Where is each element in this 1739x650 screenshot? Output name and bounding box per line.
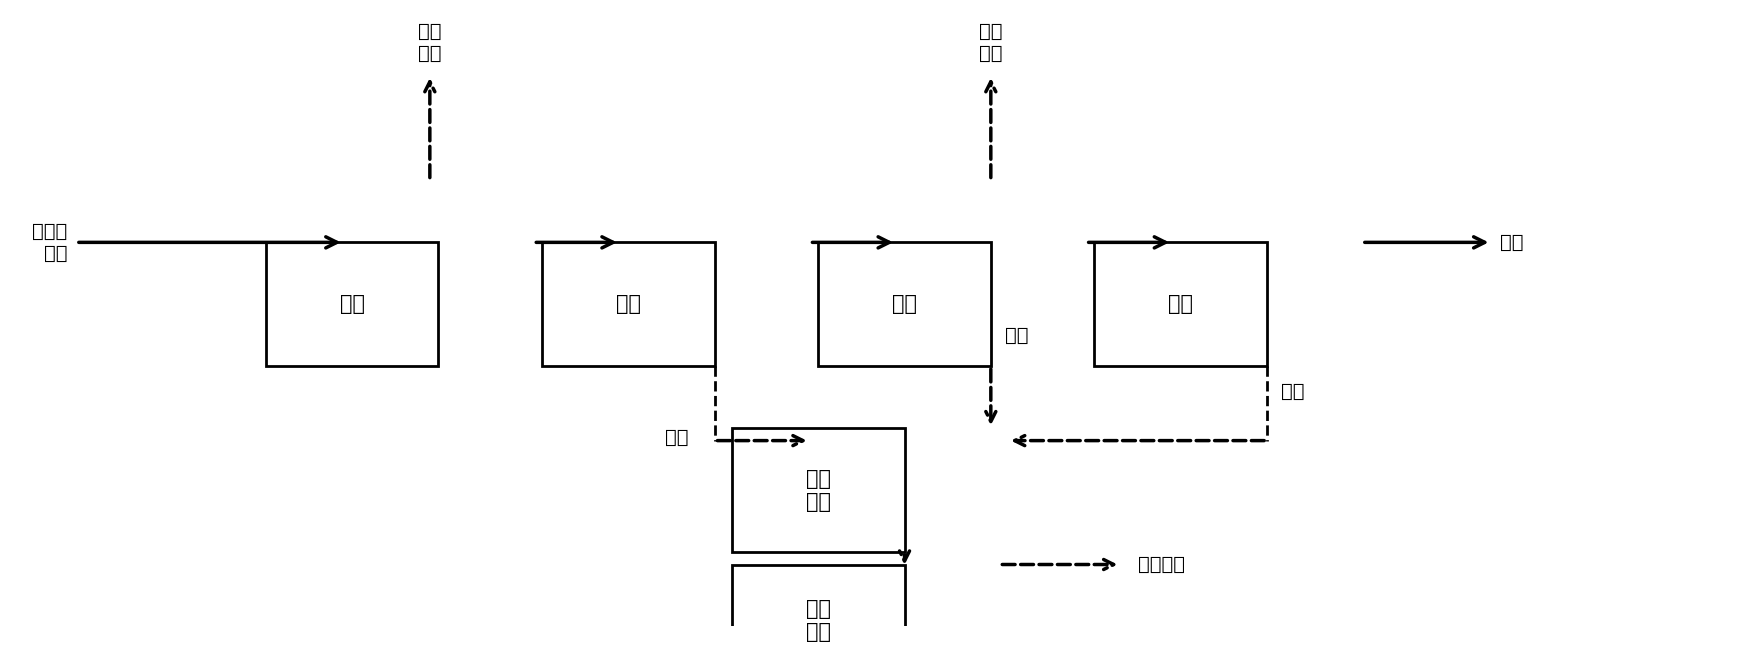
Text: 沉淀: 沉淀	[616, 294, 640, 315]
FancyBboxPatch shape	[266, 242, 438, 366]
Text: 排放: 排放	[1499, 233, 1523, 252]
Text: 污泥
储槽: 污泥 储槽	[805, 469, 830, 512]
Text: 污泥: 污泥	[1003, 326, 1028, 344]
Text: 干泥外运: 干泥外运	[1137, 555, 1184, 574]
Text: 沼气
利用: 沼气 利用	[979, 21, 1002, 62]
FancyBboxPatch shape	[817, 242, 989, 366]
Text: 回收
纤维: 回收 纤维	[417, 21, 442, 62]
Text: 污泥: 污泥	[1280, 382, 1304, 400]
Text: 浓泥
脱水: 浓泥 脱水	[805, 599, 830, 642]
Text: 厌氧: 厌氧	[892, 294, 916, 315]
FancyBboxPatch shape	[1094, 242, 1266, 366]
Text: 好氧: 好氧	[1167, 294, 1193, 315]
Text: 污泥: 污泥	[664, 428, 689, 447]
FancyBboxPatch shape	[543, 242, 715, 366]
FancyBboxPatch shape	[732, 428, 904, 552]
Text: 化机浆
废水: 化机浆 废水	[31, 222, 68, 263]
FancyBboxPatch shape	[732, 564, 904, 650]
Text: 栅滤: 栅滤	[339, 294, 365, 315]
